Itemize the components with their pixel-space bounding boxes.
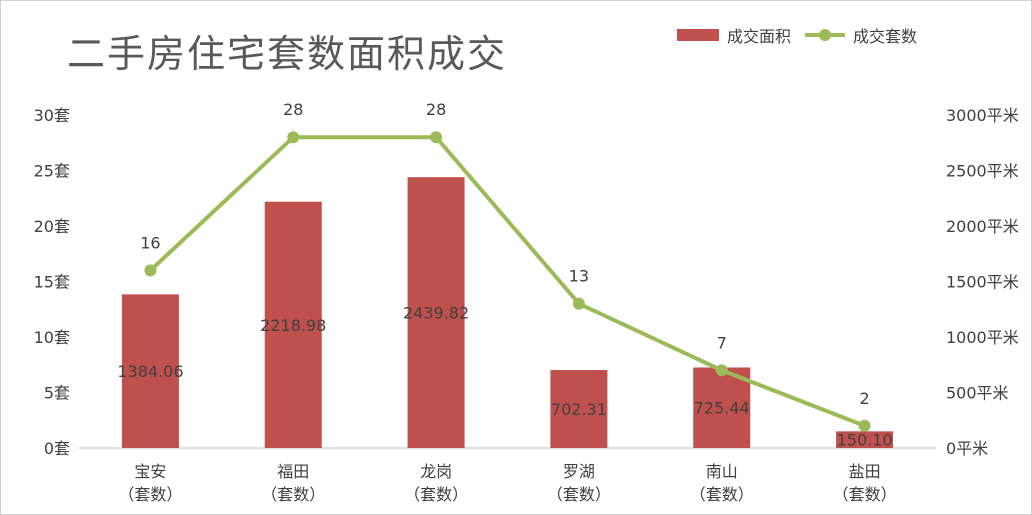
- x-axis-category-label: 宝安: [134, 462, 166, 481]
- left-axis-tick-label: 15套: [34, 273, 70, 292]
- left-axis-tick-label: 5套: [44, 384, 70, 403]
- x-axis-category-sublabel: （套数）: [547, 485, 611, 504]
- bar-area: [693, 367, 751, 448]
- x-axis-category-sublabel: （套数）: [404, 485, 468, 504]
- line-point-count: [287, 131, 300, 144]
- bar-data-label: 702.31: [551, 400, 607, 419]
- bar-area: [407, 177, 465, 448]
- bar-data-label: 2218.98: [260, 316, 326, 335]
- legend-item-area: 成交面积: [677, 23, 791, 47]
- bar-area: [264, 201, 322, 448]
- line-series-count: [148, 135, 867, 428]
- right-axis-tick-label: 1000平米: [946, 328, 1019, 347]
- bar-area: [121, 294, 179, 448]
- left-axis-tick-label: 25套: [34, 162, 70, 181]
- x-axis-category-label: 龙岗: [420, 462, 452, 481]
- line-data-label: 2: [859, 389, 869, 408]
- right-axis-tick-label: 3000平米: [946, 106, 1019, 125]
- bar-area: [550, 370, 608, 448]
- legend-bar-swatch: [677, 29, 719, 41]
- legend-line-swatch: [805, 29, 846, 41]
- line-data-label: 7: [717, 333, 727, 352]
- legend-label-count: 成交套数: [853, 27, 918, 46]
- right-axis-tick-label: 1500平米: [946, 273, 1019, 292]
- line-data-label: 28: [283, 100, 303, 119]
- left-axis-tick-label: 30套: [34, 106, 70, 125]
- bar-data-label: 1384.06: [117, 362, 183, 381]
- line-data-label: 13: [569, 267, 589, 286]
- right-axis-tick-label: 2000平米: [946, 217, 1019, 236]
- left-axis-tick-label: 10套: [34, 328, 70, 347]
- legend-item-count: 成交套数: [805, 23, 917, 47]
- x-axis-category-sublabel: （套数）: [833, 485, 897, 504]
- bar-data-label: 150.10: [837, 431, 893, 450]
- right-axis-tick-label: 500平米: [946, 384, 1009, 403]
- right-axis-tick-label: 2500平米: [946, 162, 1019, 181]
- line-point-count: [144, 264, 157, 277]
- line-point-count: [858, 419, 871, 432]
- line-point-count: [715, 364, 728, 377]
- x-axis-category-label: 福田: [277, 462, 309, 481]
- x-axis-category-label: 盐田: [849, 462, 881, 481]
- x-axis-category-label: 罗湖: [563, 462, 595, 481]
- x-axis-category-label: 南山: [706, 462, 738, 481]
- legend: 成交面积 成交套数: [677, 23, 931, 47]
- right-axis-tick-label: 0平米: [946, 439, 988, 458]
- legend-label-area: 成交面积: [727, 27, 792, 46]
- x-axis-category-sublabel: （套数）: [261, 485, 325, 504]
- bar-area: [836, 431, 894, 448]
- left-axis-tick-label: 20套: [34, 217, 70, 236]
- x-axis-category-sublabel: （套数）: [118, 485, 182, 504]
- left-axis-tick-label: 0套: [44, 439, 70, 458]
- line-point-count: [572, 297, 585, 310]
- chart-title: 二手房住宅套数面积成交: [67, 32, 508, 76]
- bar-data-label: 2439.82: [403, 304, 469, 323]
- line-data-label: 16: [140, 233, 160, 252]
- bar-data-label: 725.44: [694, 399, 750, 418]
- line-point-count: [430, 131, 443, 144]
- line-data-label: 28: [426, 100, 446, 119]
- x-axis-category-sublabel: （套数）: [690, 485, 754, 504]
